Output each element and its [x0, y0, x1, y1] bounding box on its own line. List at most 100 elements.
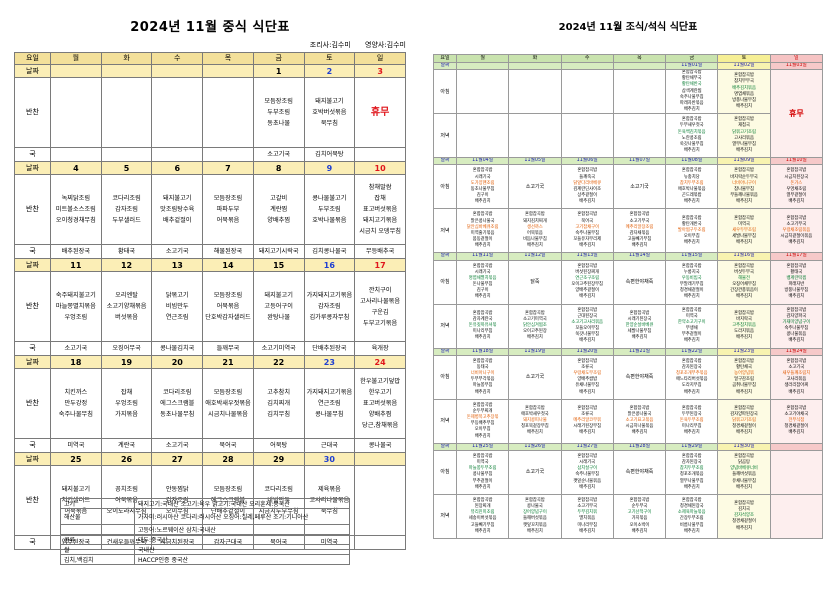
lunch-date-cell: 25 — [50, 452, 102, 466]
menu-item: 너비아니구이 — [732, 180, 756, 186]
lunch-menu-cell: 가지돼지고기볶음 연근조림 콩나물무침 — [303, 368, 356, 439]
menu-item: 돈유짓까유셔볶 — [468, 322, 497, 328]
lunch-menu-cell — [151, 77, 204, 148]
menu-item: 파파두부 — [216, 206, 240, 213]
menu-item: 시금치나물볶음 — [625, 424, 654, 430]
menu-item: 새우들깨조림치 — [782, 371, 811, 377]
bd-menu-cell: 소고기국 — [508, 164, 562, 210]
lunch-soup-cell: 돼지고기시락국 — [252, 244, 305, 259]
lunch-soup-cell — [151, 147, 204, 162]
menu-item: 두부조림 — [317, 206, 341, 213]
menu-item: 멸치볶음 — [579, 516, 596, 522]
menu-item: 당근,참채볶음 — [362, 422, 399, 429]
menu-item: 시래기국 — [579, 460, 596, 466]
menu-item: 근대된장국 — [577, 313, 598, 319]
lunch-soup-cell — [50, 147, 102, 162]
menu-item: 혼합잡곡밥 — [681, 405, 702, 411]
menu-item: 간장두부조림 — [679, 516, 704, 522]
lunch-menu-cell: 숙주돼지불고기 마늘쫑멸치볶음 우엉조림 — [50, 271, 102, 342]
menu-item: 감자계란국 — [472, 316, 493, 322]
menu-item: 돼지콩피나물 — [523, 418, 547, 424]
menu-item: 고들빼기무침 — [627, 237, 652, 243]
menu-item: 배추김치 — [474, 243, 491, 249]
bd-menu-cell: 혼합잡곡밥 참치무무국 배추김치볶음 명엽채볶음 방풍나물무침 배추김치 — [717, 69, 771, 115]
menu-item: 혼합잡곡밥 — [786, 215, 807, 221]
bd-menu-cell: 혼합잡곡밥 감자된장국 청포조개부추볶음 애느타리버섯볶음 도라지무침 배추김치 — [665, 354, 719, 400]
menu-item: 콩나물무침 — [315, 411, 344, 418]
menu-item: 북어국 — [581, 218, 594, 224]
bd-date-cell: 11월11일 — [455, 252, 510, 261]
bd-menu-cell: 혼합잡곡밥 순두부찌개 돈제병목고추장볶 무등배추무침 오이무침 배추김치 — [455, 398, 510, 444]
menu-item: 구운김 — [371, 308, 389, 316]
menu-item: 참치두부조림 — [679, 180, 704, 186]
menu-item: 새우두부조림 — [732, 227, 756, 233]
menu-item: 소고기국 — [525, 183, 545, 190]
origin-key: 해산물 — [60, 508, 135, 525]
menu-item: 소고기무국 — [629, 218, 650, 224]
lunch-soup-cell: 김치어묵탕 — [303, 147, 356, 162]
menu-item: 시금치나물볶음 — [208, 411, 248, 418]
menu-item: 모듬장조림 — [213, 195, 243, 202]
menu-item: 배추김치 — [683, 338, 700, 344]
bd-menu-cell: 혼합잡곡밥 조류국 메추리알코무볶 시래기된장무침 배추김치 — [560, 398, 614, 444]
menu-item: 표고버섯볶음 — [363, 206, 398, 213]
bd-date-cell: 11월05일 — [508, 157, 562, 166]
menu-item: 우엉조림 — [64, 314, 88, 321]
menu-item: 뉴충치당 — [683, 174, 700, 180]
menu-item: 청포묵겉장무침 — [521, 424, 549, 430]
origin-row: 콩류 대두:중국산 — [60, 534, 350, 545]
lunch-menu-cell — [354, 465, 406, 536]
menu-item: 미역국 — [738, 221, 750, 227]
bd-date-cell: 11월20일 — [560, 347, 614, 356]
menu-item: 돈육두부조림 — [679, 418, 704, 424]
lunch-soup-row: 국 배추된장국 황태국 소고기국 해물된장국 돼지고기시락국 김치콩나물국 무등배추국 — [14, 244, 406, 259]
bd-dinner-row: 저녁 혼합잡곡밥 순두부찌개 돈제병목고추장볶 무등배추무침 오이무침 배추김치 혼합잡곡밥 애… — [433, 398, 824, 444]
lunch-date-cell: 5 — [100, 161, 153, 175]
menu-item: 양배추쌈밥 — [577, 377, 598, 383]
bd-breakfast-label: 아침 — [433, 449, 457, 495]
lunch-menu-cell: 오리엔탈 소고기양채볶음 버섯볶음 — [100, 271, 153, 342]
bd-menu-cell: 혼합잡곡밥 미역국 새우두부조림 세발나물무침 배추김치 — [717, 208, 771, 254]
menu-item: 배추김치 — [474, 433, 491, 439]
lunch-menu-cell: 닭볶고기 비빔만두 연근조림 — [151, 271, 204, 342]
menu-item: 오리엔탈 — [115, 292, 138, 299]
menu-item: 세발나물무침 — [732, 233, 756, 239]
menu-item: 배추김치 — [474, 335, 491, 341]
menu-item: 배추김치 — [736, 484, 752, 490]
menu-item: 혼합잡곡밥 — [681, 263, 702, 269]
menu-item: 닭앞다리바베큐 — [573, 180, 602, 186]
menu-item: 오이청경채무침 — [55, 217, 96, 224]
menu-item: 배추김치 — [527, 243, 543, 249]
bd-date-label: 날짜 — [433, 157, 457, 166]
menu-item: 청경채겉절이 — [679, 288, 704, 294]
lunch-soup-label: 국 — [14, 244, 51, 259]
bd-date-cell: 11월29일 — [665, 442, 719, 451]
menu-item: 돼지불고기 — [264, 292, 293, 299]
bd-date-label: 날짜 — [433, 252, 457, 261]
menu-item: 김치무침 — [267, 411, 291, 418]
bd-menu-cell: 혼합잡곡밥 버섯된장찌개 연근조구조림 오이고추된장무침 양배추겉절이 배추김치 — [560, 259, 614, 305]
menu-item: 혼합잡곡밥 — [681, 358, 702, 364]
menu-item: 양념바베큐너비 — [730, 466, 758, 472]
menu-item: 배추김치 — [736, 335, 752, 341]
menu-item: 미역국 — [476, 460, 489, 466]
bd-menu-cell — [560, 69, 614, 115]
menu-item: 순두부찌개 — [472, 408, 493, 414]
menu-item: 혼합잡곡밥 — [629, 212, 650, 218]
menu-item: 배추김치 — [788, 430, 805, 436]
lunch-date-cell — [202, 64, 254, 78]
lunch-soup-cell: 소고기국 — [50, 341, 102, 356]
bd-date-cell: 11월21일 — [612, 347, 667, 356]
lunch-main-row: 반찬 녹찌닭조림 미트볼소스조림 오이청경채무침 코다리조림 감자조림 두부샐러드 돼지불고기… — [14, 174, 406, 245]
bd-menu-cell: 속편한야채죽 — [612, 354, 667, 400]
menu-item: 속편한야채죽 — [625, 469, 654, 476]
menu-item: 부추겉절이 — [681, 332, 702, 338]
bd-breakfast-row: 아침 혼합잡곡밥 동태국 너비아니구이 두부부각볶음 마늘쫑무침 배추김치 소고기국 혼합잡곡밥… — [433, 354, 824, 400]
menu-item: 청경채겉절이 — [784, 424, 809, 430]
menu-item: 닭안심겨찜조 — [523, 322, 547, 328]
bd-breakfast-label: 아침 — [433, 164, 457, 210]
menu-item: 만두강정 — [64, 400, 88, 407]
menu-item: 동초나물무침 — [160, 411, 195, 418]
menu-item: 얼구감조림 — [734, 377, 754, 383]
bd-menu-cell — [508, 113, 562, 159]
